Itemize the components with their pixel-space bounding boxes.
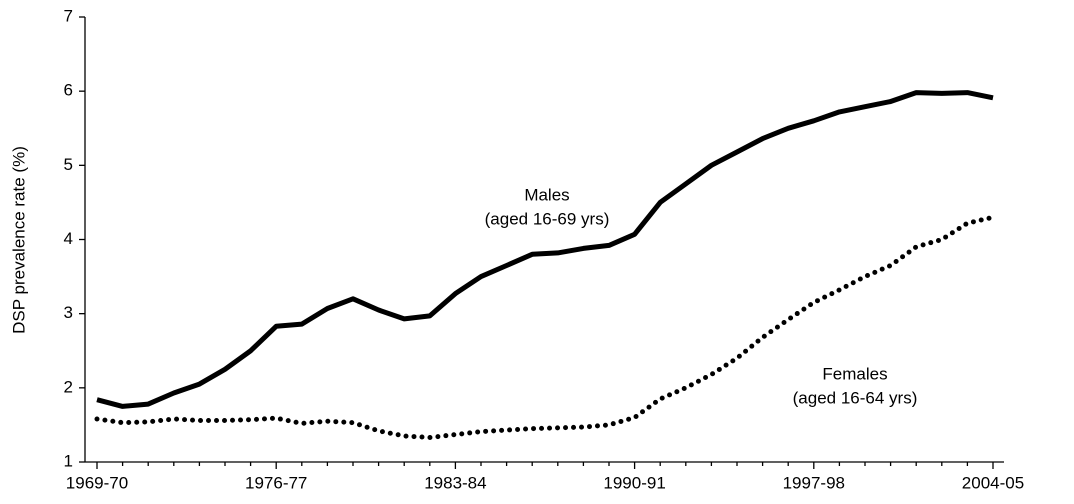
y-tick-label: 2 xyxy=(64,377,73,396)
annotation: Females xyxy=(822,364,887,383)
x-tick-label: 1969-70 xyxy=(66,473,128,492)
y-tick-label: 4 xyxy=(64,229,73,248)
y-tick-label: 1 xyxy=(64,451,73,470)
y-tick-label: 5 xyxy=(64,155,73,174)
x-tick-label: 2004-05 xyxy=(962,473,1024,492)
annotation: Males xyxy=(524,185,569,204)
annotation: (aged 16-69 yrs) xyxy=(485,209,610,228)
x-tick-label: 1997-98 xyxy=(783,473,845,492)
x-tick-label: 1983-84 xyxy=(424,473,486,492)
series-line xyxy=(94,214,996,440)
annotation: (aged 16-64 yrs) xyxy=(793,388,918,407)
x-tick-label: 1976-77 xyxy=(245,473,307,492)
y-axis-label: DSP prevalence rate (%) xyxy=(9,146,28,334)
y-tick-label: 3 xyxy=(64,303,73,322)
x-tick-label: 1990-91 xyxy=(603,473,665,492)
y-tick-label: 7 xyxy=(64,6,73,25)
series-line xyxy=(96,90,994,409)
y-tick-label: 6 xyxy=(64,81,73,100)
